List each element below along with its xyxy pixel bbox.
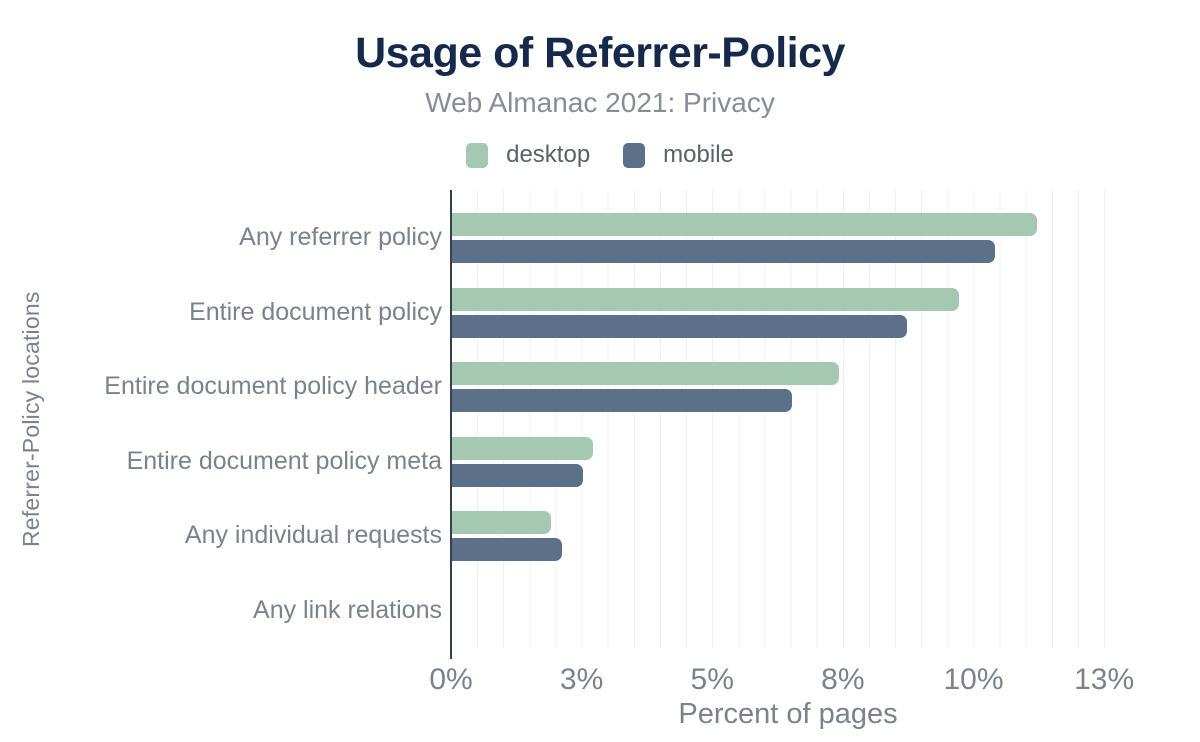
bar-desktop-1[interactable] [452, 287, 959, 311]
y-axis-category-labels: Any referrer policy Entire document polic… [0, 190, 442, 648]
x-axis-tick-label: 0% [429, 663, 473, 696]
y-axis-line [450, 190, 452, 659]
legend-item-desktop: desktop [466, 141, 590, 169]
x-axis-tick-label: 5% [690, 663, 734, 696]
bar-mobile-3[interactable] [452, 463, 583, 487]
x-axis-tick-label: 10% [943, 663, 1004, 696]
x-axis-tick-label: 13% [1074, 663, 1135, 696]
chart-subtitle: Web Almanac 2021: Privacy [425, 87, 775, 118]
legend-item-mobile: mobile [623, 141, 734, 169]
bar-mobile-4[interactable] [452, 538, 562, 561]
category-label: Any referrer policy [239, 223, 442, 251]
bar-mobile-1[interactable] [452, 314, 907, 338]
category-label: Entire document policy header [104, 372, 442, 400]
category-label: Any link relations [253, 595, 442, 624]
x-axis-title: Percent of pages [678, 698, 898, 730]
bar-desktop-3[interactable] [452, 436, 594, 460]
x-axis-tick-labels: 0% 3% 5% 8% 10% 13% [429, 663, 1134, 697]
legend-label: desktop [506, 141, 591, 168]
desktop-color-swatch [466, 142, 489, 168]
mobile-color-swatch [623, 142, 646, 168]
bar-desktop-2[interactable] [452, 362, 839, 385]
chart-legend: desktop mobile [0, 140, 1200, 170]
category-label: Entire document policy [189, 297, 442, 326]
x-axis-tick-label: 8% [821, 663, 865, 696]
category-label: Any individual requests [184, 521, 442, 549]
bar-desktop-4[interactable] [452, 511, 552, 534]
bar-desktop-0[interactable] [452, 213, 1038, 236]
bar-mobile-2[interactable] [452, 389, 792, 412]
bar-mobile-0[interactable] [452, 240, 996, 263]
x-axis-tick-label: 3% [559, 663, 604, 696]
legend-label: mobile [663, 141, 734, 168]
chart-title: Usage of Referrer-Policy [355, 29, 845, 77]
category-label: Entire document policy meta [126, 446, 442, 475]
plot-area [451, 190, 1125, 648]
